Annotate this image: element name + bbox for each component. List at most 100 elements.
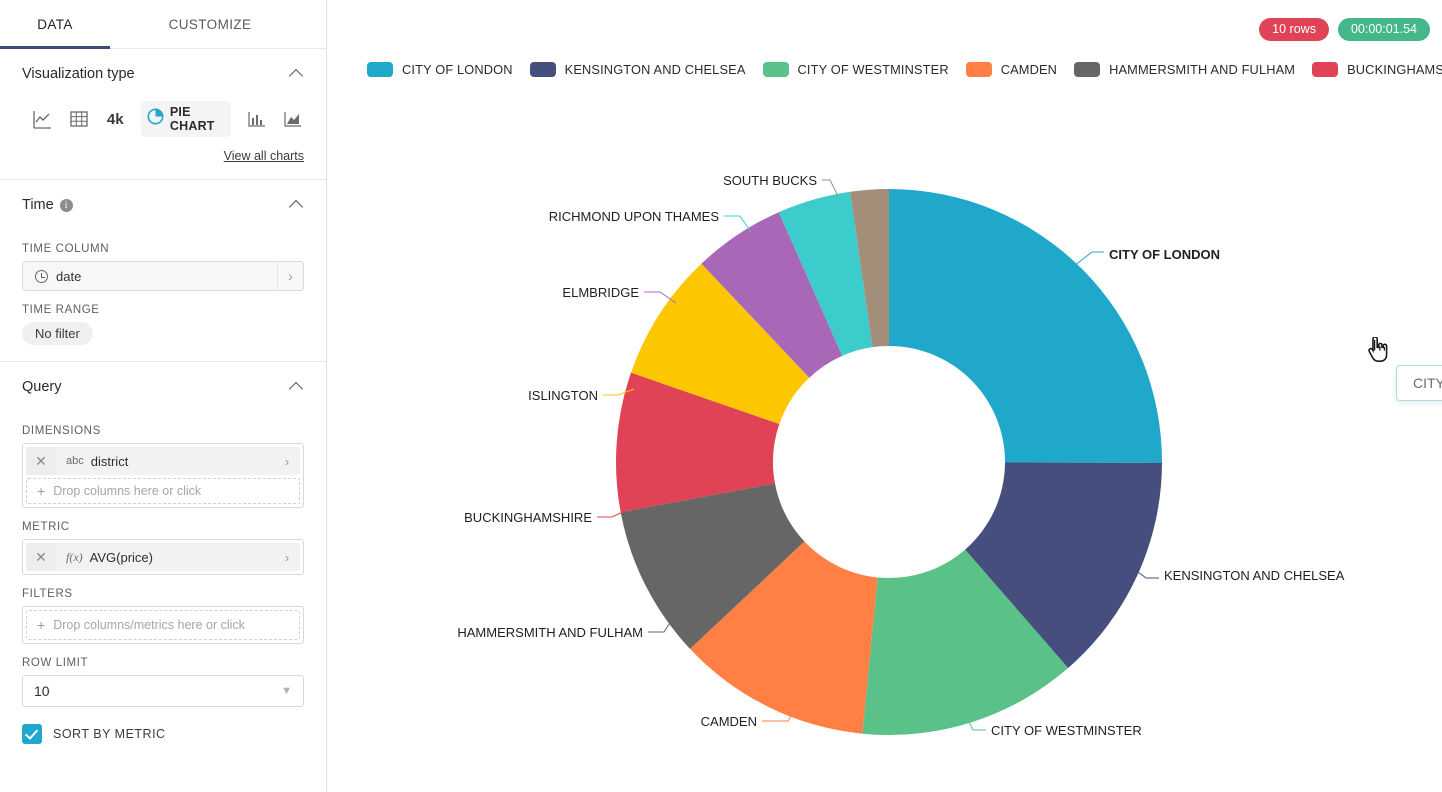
dimensions-dropzone[interactable]: + Drop columns here or click — [26, 478, 300, 504]
pie-slice-label: BUCKINGHAMSHIRE — [464, 510, 592, 525]
pie-slice[interactable] — [689, 541, 878, 734]
line-chart-icon[interactable] — [32, 106, 53, 132]
remove-metric-icon[interactable]: ✕ — [26, 543, 56, 571]
time-column-value-wrap: date — [23, 262, 277, 290]
chevron-down-icon[interactable]: ▼ — [281, 685, 292, 697]
legend-item[interactable]: CITY OF LONDON — [367, 61, 513, 77]
legend-item[interactable]: CITY OF WESTMINSTER — [762, 61, 949, 77]
query-panel-header[interactable]: Query — [22, 362, 304, 412]
legend-swatch — [529, 61, 556, 77]
chevron-up-icon[interactable] — [290, 198, 304, 212]
view-all-charts-link[interactable]: View all charts — [223, 149, 304, 163]
dimension-type-label: abc — [66, 455, 84, 467]
filters-label: FILTERS — [22, 588, 73, 600]
legend-label: KENSINGTON AND CHELSEA — [564, 61, 746, 77]
pie-slice[interactable] — [850, 189, 889, 348]
pie-chart-icon — [147, 108, 164, 130]
chevron-right-icon[interactable]: › — [277, 262, 303, 290]
row-limit-value: 10 — [34, 683, 50, 699]
plus-icon: + — [37, 617, 46, 633]
leader-line — [603, 388, 635, 396]
pie-slice-label: KENSINGTON AND CHELSEA — [1164, 568, 1345, 583]
pie-slice[interactable] — [701, 212, 843, 378]
leader-line — [648, 617, 674, 633]
pie-slices[interactable] — [616, 189, 1162, 735]
chart-legend: CITY OF LONDON KENSINGTON AND CHELSEA CITY… — [367, 55, 1442, 83]
legend-item[interactable]: HAMMERSMITH AND FULHAM — [1074, 61, 1296, 77]
time-column-control[interactable]: date › — [22, 261, 304, 291]
metric-label: METRIC — [22, 521, 70, 533]
query-panel: Query DIMENSIONS ✕ abc district › + Drop… — [0, 362, 326, 754]
row-limit-label: ROW LIMIT — [22, 657, 89, 669]
pie-slice[interactable] — [620, 483, 805, 649]
metric-dropbox[interactable]: ✕ f(x) AVG(price) › — [22, 539, 304, 575]
time-range-value[interactable]: No filter — [22, 322, 93, 345]
row-count-badge: 10 rows — [1259, 18, 1329, 41]
control-panel-tabs: DATA CUSTOMIZE — [0, 0, 326, 49]
leader-line — [822, 179, 839, 197]
pie-slice-label: CITY OF WESTMINSTER — [991, 723, 1142, 738]
viz-type-pie-chart-label: PIE CHART — [169, 105, 215, 133]
sort-by-metric-row[interactable]: SORT BY METRIC — [22, 724, 304, 744]
pie-slice-label: ISLINGTON — [528, 388, 598, 403]
leader-line — [644, 291, 677, 304]
time-panel-title-label: Time — [22, 197, 54, 213]
pie-slice-labels: CITY OF LONDON KENSINGTON AND CHELSEA CITY… — [457, 173, 1344, 738]
time-panel: Time i TIME COLUMN date › TIME RANGE No … — [0, 180, 326, 362]
chevron-up-icon[interactable] — [290, 67, 304, 81]
chevron-right-icon[interactable]: › — [274, 543, 300, 571]
legend-item[interactable]: BUCKINGHAMSHIRE — [1312, 61, 1442, 77]
pie-slice[interactable] — [631, 263, 810, 425]
legend-label: HAMMERSMITH AND FULHAM — [1109, 61, 1296, 77]
pie-slice[interactable] — [778, 191, 873, 356]
legend-item[interactable]: CAMDEN — [965, 61, 1058, 77]
dimension-chip-district[interactable]: ✕ abc district › — [26, 447, 300, 475]
pie-slice[interactable] — [616, 372, 780, 513]
visualization-type-options: 4k PIE CHART — [22, 99, 304, 143]
pie-slice[interactable] — [862, 549, 1069, 735]
pie-slice-label: HAMMERSMITH AND FULHAM — [457, 625, 643, 640]
legend-label: CITY OF LONDON — [402, 61, 513, 77]
filters-dropbox[interactable]: + Drop columns/metrics here or click — [22, 606, 304, 644]
pie-slice[interactable] — [965, 462, 1162, 669]
bar-chart-icon[interactable] — [246, 106, 267, 132]
view-all-charts-container: View all charts — [22, 143, 304, 179]
dimensions-dropbox[interactable]: ✕ abc district › + Drop columns here or … — [22, 443, 304, 508]
chevron-up-icon[interactable] — [290, 380, 304, 394]
pie-chart-svg[interactable]: CITY OF LONDON KENSINGTON AND CHELSEA CITY… — [327, 0, 1442, 792]
tab-data[interactable]: DATA — [0, 0, 110, 49]
visualization-type-header[interactable]: Visualization type — [22, 49, 304, 99]
dimension-chip-body: abc district — [56, 447, 274, 475]
big-number-icon[interactable]: 4k — [105, 106, 126, 132]
table-icon[interactable] — [68, 106, 89, 132]
viz-type-pie-chart[interactable]: PIE CHART — [140, 101, 232, 137]
area-chart-icon[interactable] — [283, 106, 304, 132]
pie-slice-label: RICHMOND UPON THAMES — [549, 209, 720, 224]
legend-swatch — [762, 61, 789, 77]
dimension-value-label: district — [90, 453, 129, 469]
tab-customize-label: CUSTOMIZE — [168, 16, 252, 32]
leader-line — [762, 705, 798, 722]
big-number-label: 4k — [106, 110, 124, 128]
leader-line — [724, 215, 752, 233]
filters-dropzone[interactable]: + Drop columns/metrics here or click — [26, 610, 300, 640]
sort-by-metric-checkbox[interactable] — [22, 724, 42, 744]
row-limit-select[interactable]: 10 ▼ — [22, 675, 304, 707]
metric-chip-avg-price[interactable]: ✕ f(x) AVG(price) › — [26, 543, 300, 571]
legend-label: BUCKINGHAMSHIRE — [1347, 61, 1442, 77]
legend-item[interactable]: KENSINGTON AND CHELSEA — [529, 61, 746, 77]
visualization-type-panel: Visualization type 4k PIE CHART — [0, 49, 326, 180]
time-panel-header[interactable]: Time i — [22, 180, 304, 230]
tab-data-label: DATA — [37, 16, 73, 32]
pie-slice-label: ELMBRIDGE — [562, 285, 639, 300]
time-range-label: TIME RANGE — [22, 304, 100, 316]
chevron-right-icon[interactable]: › — [274, 447, 300, 475]
info-icon[interactable]: i — [59, 198, 73, 212]
tab-customize[interactable]: CUSTOMIZE — [110, 0, 310, 48]
leader-line — [1073, 251, 1104, 267]
pie-slice-label: SOUTH BUCKS — [723, 173, 817, 188]
legend-swatch — [1312, 61, 1339, 77]
legend-label: CAMDEN — [1000, 61, 1058, 77]
pie-slice[interactable] — [889, 189, 1162, 463]
remove-dimension-icon[interactable]: ✕ — [26, 447, 56, 475]
